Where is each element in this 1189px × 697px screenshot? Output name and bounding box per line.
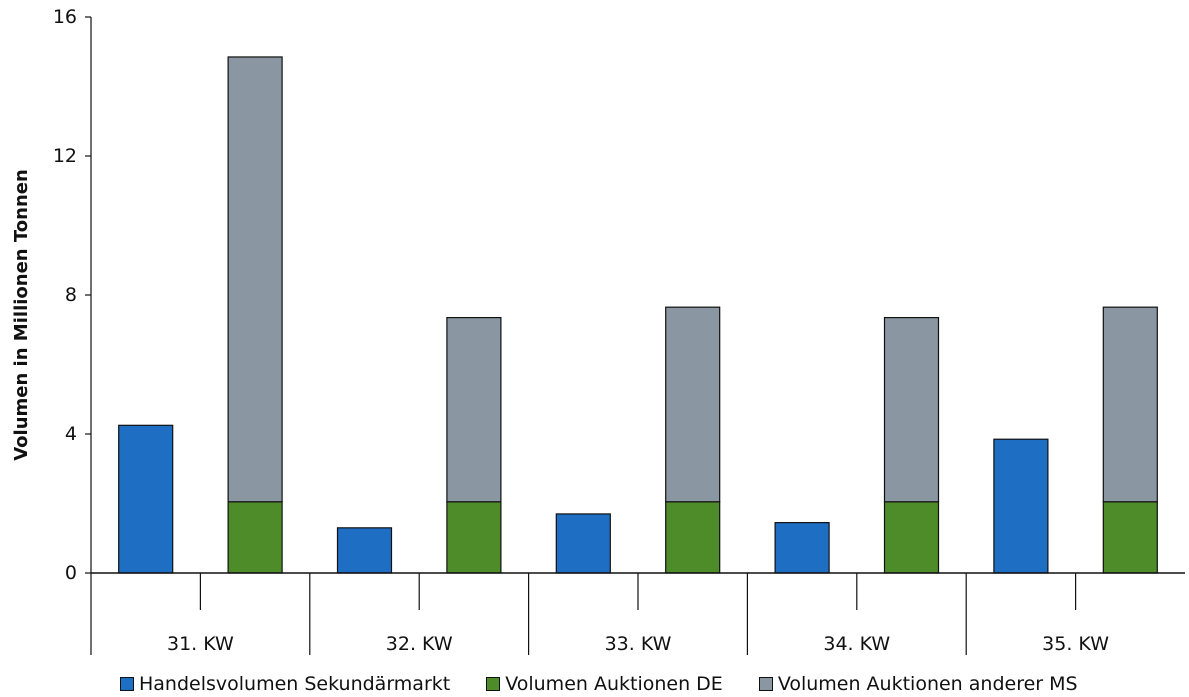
legend-label-auktionen-de: Volumen Auktionen DE <box>505 673 723 695</box>
y-axis-title: Volumen in Millionen Tonnen <box>11 169 32 461</box>
y-tick-label: 4 <box>65 423 77 445</box>
y-tick-label: 16 <box>53 6 77 28</box>
axes-layer <box>85 16 1185 655</box>
bar-auktionen-de <box>883 501 940 574</box>
bar-auktionen-ms <box>665 306 721 503</box>
x-tick-label: 31. KW <box>167 633 234 655</box>
y-tick-label: 0 <box>65 562 77 584</box>
legend-label-auktionen-ms: Volumen Auktionen anderer MS <box>777 673 1078 695</box>
legend-label-sekundaermarkt: Handelsvolumen Sekundärmarkt <box>139 673 451 695</box>
bar-sekundaermarkt <box>774 522 830 574</box>
bar-auktionen-de <box>1102 501 1158 574</box>
legend-swatch-auktionen-de <box>486 677 501 691</box>
bar-auktionen-ms <box>227 56 283 503</box>
labels-layer: 0 4 8 12 16 31. KW 32. KW 33. KW 34. KW 35. KW Vol… <box>11 6 1109 655</box>
x-tick-label: 33. KW <box>605 633 672 655</box>
legend-item-auktionen-ms: Volumen Auktionen anderer MS <box>758 673 1078 695</box>
bar-sekundaermarkt <box>555 513 611 574</box>
bars-layer <box>118 56 1158 574</box>
legend-item-auktionen-de: Volumen Auktionen DE <box>486 673 723 695</box>
bar-auktionen-de <box>446 501 502 574</box>
legend-swatch-sekundaermarkt <box>120 677 134 691</box>
x-tick-label: 32. KW <box>386 633 453 655</box>
x-tick-label: 35. KW <box>1042 633 1109 655</box>
bar-auktionen-ms <box>883 316 940 503</box>
bar-auktionen-ms <box>1102 306 1158 503</box>
bar-auktionen-ms <box>446 316 502 503</box>
bar-sekundaermarkt <box>118 424 174 574</box>
bar-auktionen-de <box>227 501 283 574</box>
bar-sekundaermarkt <box>336 527 393 574</box>
legend-item-sekundaermarkt: Handelsvolumen Sekundärmarkt <box>120 673 450 695</box>
legend: Handelsvolumen Sekundärmarkt Volumen Auk… <box>120 672 1114 696</box>
bar-chart: 0 4 8 12 16 31. KW 32. KW 33. KW 34. KW 35. KW Vol… <box>11 6 1185 655</box>
y-tick-label: 12 <box>53 145 77 167</box>
bar-sekundaermarkt <box>993 438 1049 574</box>
legend-swatch-auktionen-ms <box>758 677 773 691</box>
y-tick-label: 8 <box>65 284 77 306</box>
bar-auktionen-de <box>665 501 721 574</box>
x-tick-label: 34. KW <box>823 633 890 655</box>
